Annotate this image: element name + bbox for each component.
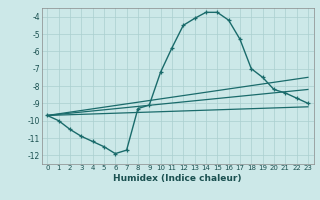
X-axis label: Humidex (Indice chaleur): Humidex (Indice chaleur) [113, 174, 242, 183]
